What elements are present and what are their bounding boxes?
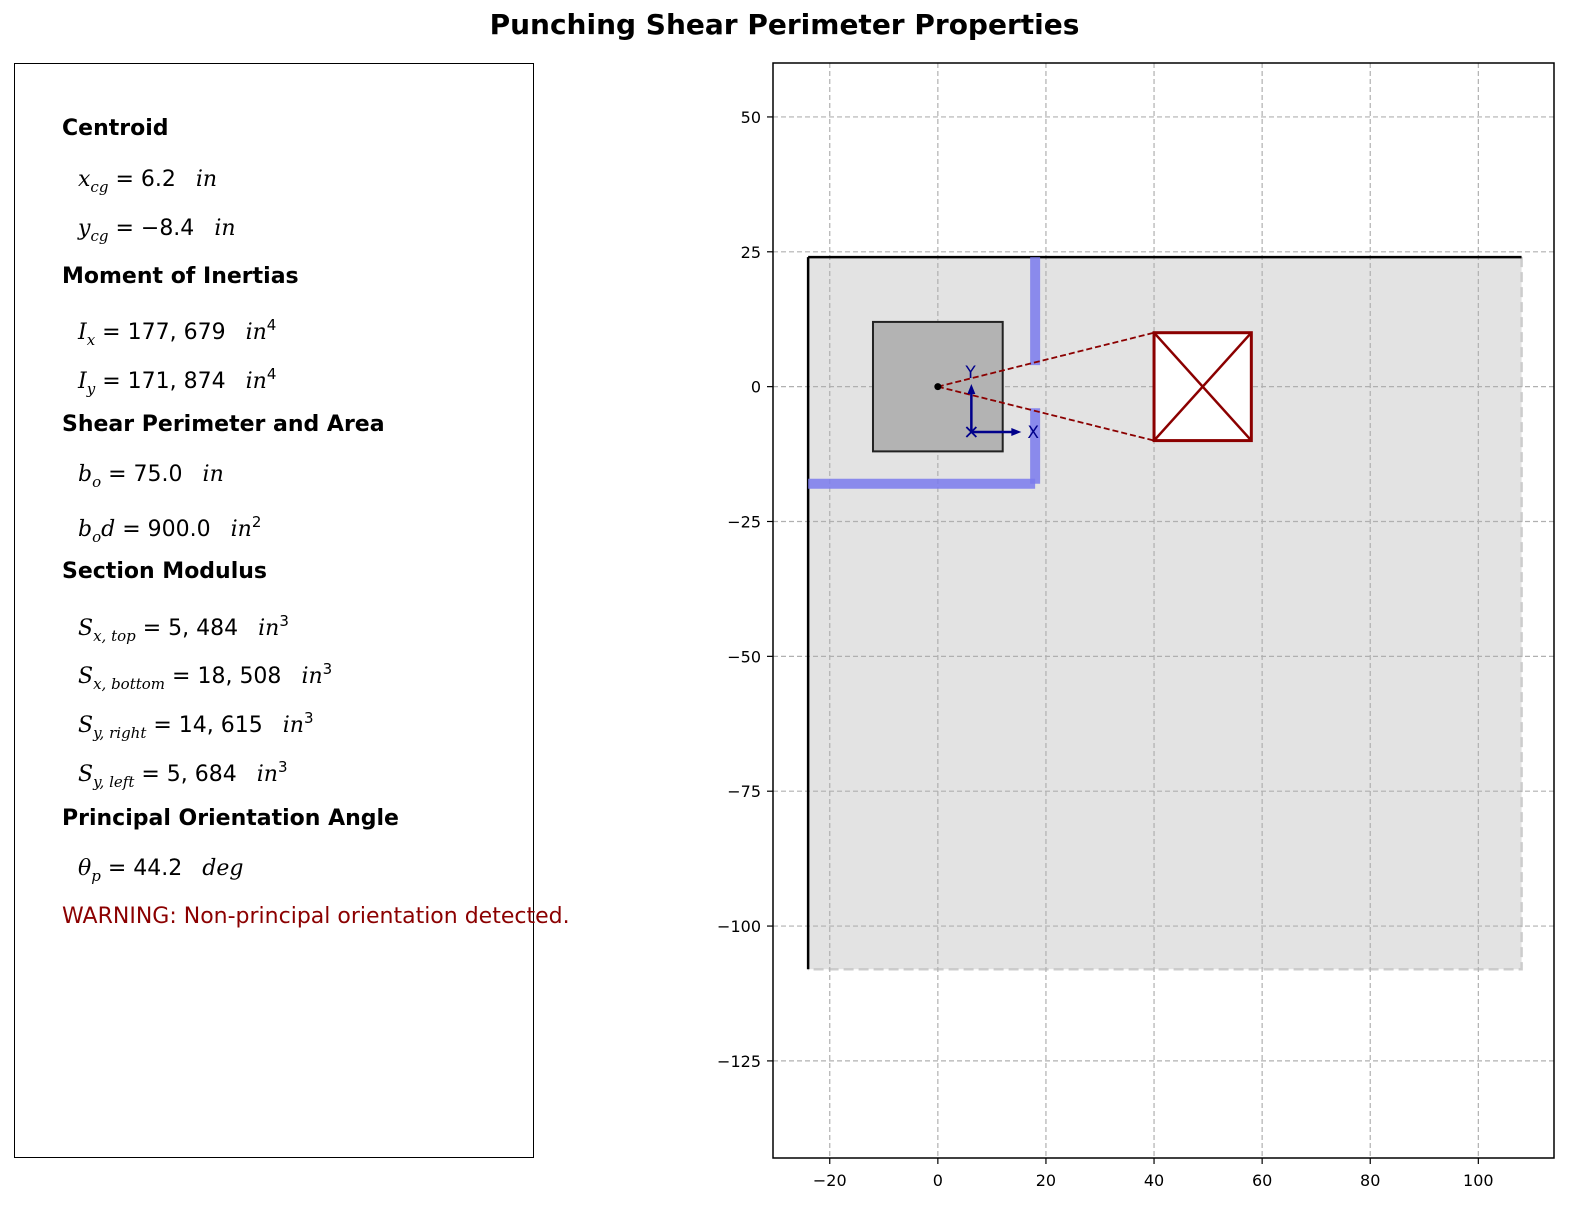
bo-row: bo = 75.0 in [78, 462, 224, 491]
bod-symbol: b [78, 517, 93, 542]
x-tick-label: 80 [1360, 1171, 1380, 1190]
iy-sub: y [86, 380, 96, 398]
y-tick-label: 0 [751, 378, 761, 397]
syleft-symbol: S [78, 762, 94, 787]
ycg-row: ycg = −8.4 in [78, 216, 236, 245]
y-tick-label: −25 [727, 512, 761, 531]
syleft-unit: in [256, 762, 278, 787]
ycg-value: = −8.4 [115, 216, 195, 241]
sxbottom-unit: in [301, 664, 323, 689]
bod-row: bod = 900.0 in2 [78, 513, 261, 546]
orientation-warning: WARNING: Non-principal orientation detec… [62, 904, 570, 929]
ix-sub: x [86, 331, 96, 349]
opening-cross [1153, 331, 1253, 442]
syright-value: = 14, 615 [153, 713, 263, 738]
ix-exp: 4 [266, 316, 277, 334]
x-tick-label: 0 [933, 1171, 943, 1190]
iy-row: Iy = 171, 874 in4 [78, 365, 276, 398]
x-axis-arrowhead [1011, 427, 1022, 436]
sxtop-symbol: S [78, 616, 94, 641]
sxbottom-symbol: S [78, 664, 94, 689]
column-center-point [934, 383, 942, 391]
iy-symbol: I [78, 369, 87, 394]
y-tick-label: −50 [727, 647, 761, 666]
xcg-symbol: x [78, 167, 91, 192]
bo-unit: in [202, 462, 224, 487]
syleft-row: Sy, left = 5, 684 in3 [78, 758, 288, 791]
xcg-unit: in [195, 167, 218, 192]
iy-unit: in [245, 369, 267, 394]
bo-value: = 75.0 [108, 462, 183, 487]
x-tick-label: 40 [1144, 1171, 1164, 1190]
theta-sub: p [91, 867, 101, 885]
sxtop-exp: 3 [279, 612, 289, 630]
x-tick-label: 60 [1252, 1171, 1272, 1190]
x-tick-label: −20 [813, 1171, 847, 1190]
y-axis-label: Y [964, 363, 976, 383]
sxbottom-value: = 18, 508 [172, 664, 282, 689]
x-tick-label: 100 [1463, 1171, 1494, 1190]
iy-exp: 4 [266, 365, 277, 383]
sxbottom-row: Sx, bottom = 18, 508 in3 [78, 660, 332, 693]
syright-symbol: S [78, 713, 94, 738]
properties-panel: Centroid xcg = 6.2 in ycg = −8.4 in Moment… [14, 63, 570, 1158]
opening-callout-line [937, 385, 1155, 442]
sxtop-sub: x, top [93, 627, 136, 645]
bod-value: = 900.0 [122, 517, 211, 542]
centroid-heading: Centroid [62, 116, 169, 141]
plot-frame [772, 62, 1555, 1159]
x-tick-label: 20 [1036, 1171, 1056, 1190]
syleft-exp: 3 [277, 758, 288, 776]
iy-value: = 171, 874 [102, 369, 226, 394]
bo-sub: o [92, 473, 102, 491]
theta-symbol: θ [78, 856, 92, 881]
centroid-marker [965, 426, 977, 438]
theta-value: = 44.2 [107, 856, 183, 881]
y-tick-label: 25 [741, 243, 761, 262]
xcg-sub: cg [90, 178, 109, 196]
sxtop-unit: in [258, 616, 280, 641]
ycg-symbol: y [78, 216, 91, 241]
inertia-heading: Moment of Inertias [62, 264, 299, 289]
ix-unit: in [245, 320, 267, 345]
theta-unit: deg [202, 856, 244, 881]
syleft-sub: y, left [93, 773, 135, 791]
ycg-sub: cg [90, 227, 109, 245]
bod-sub: o [92, 528, 102, 546]
ix-value: = 177, 679 [102, 320, 226, 345]
syright-row: Sy, right = 14, 615 in3 [78, 709, 314, 742]
ix-symbol: I [78, 320, 87, 345]
sxtop-row: Sx, top = 5, 484 in3 [78, 612, 289, 645]
sxtop-value: = 5, 484 [142, 616, 239, 641]
syright-exp: 3 [303, 709, 314, 727]
modulus-heading: Section Modulus [62, 559, 268, 584]
perimeter-heading: Shear Perimeter and Area [62, 412, 385, 437]
ycg-unit: in [214, 216, 236, 241]
y-tick-label: −100 [717, 917, 761, 936]
y-tick-label: −125 [717, 1052, 761, 1071]
x-axis-label: X [1027, 423, 1039, 443]
figure-title: Punching Shear Perimeter Properties [489, 8, 1080, 41]
syleft-value: = 5, 684 [141, 762, 237, 787]
sxbottom-exp: 3 [322, 660, 333, 678]
sxbottom-sub: x, bottom [93, 675, 166, 693]
angle-heading: Principal Orientation Angle [62, 806, 399, 831]
bod-exp: 2 [251, 513, 262, 531]
opening-callout-line [937, 331, 1155, 388]
y-tick-label: 50 [741, 108, 761, 127]
y-tick-label: −75 [727, 782, 761, 801]
bod-symbol-d: d [101, 517, 116, 542]
bod-unit: in [230, 517, 252, 542]
syright-sub: y, right [93, 724, 147, 742]
ix-row: Ix = 177, 679 in4 [78, 316, 276, 349]
xcg-row: xcg = 6.2 in [78, 167, 217, 196]
theta-row: θp = 44.2 deg [78, 856, 243, 885]
y-axis-arrowhead [967, 383, 976, 394]
syright-unit: in [282, 713, 304, 738]
bo-symbol: b [78, 462, 93, 487]
xcg-value: = 6.2 [115, 167, 176, 192]
